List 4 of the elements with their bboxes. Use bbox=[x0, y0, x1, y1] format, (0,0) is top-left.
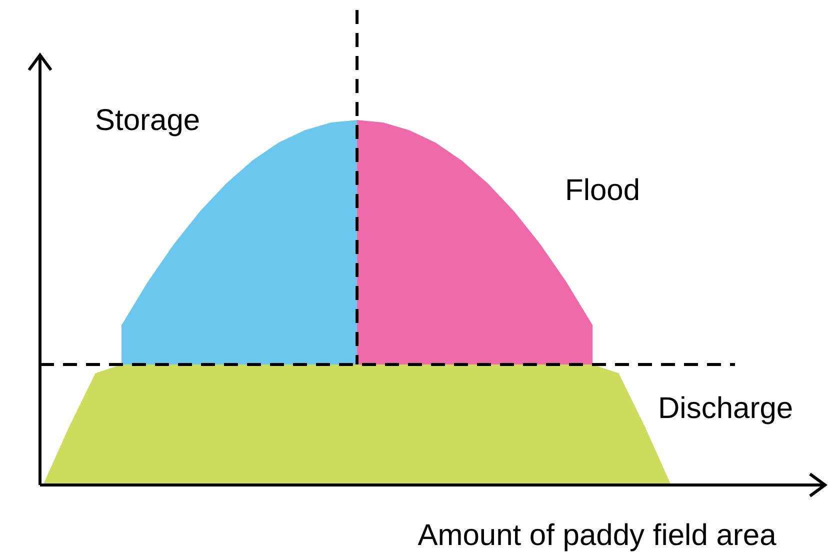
x-axis-title: Amount of paddy field area bbox=[418, 519, 777, 552]
series-label: Flood bbox=[565, 174, 640, 207]
series-label: Storage bbox=[95, 104, 200, 137]
series-label: Discharge bbox=[658, 392, 794, 425]
